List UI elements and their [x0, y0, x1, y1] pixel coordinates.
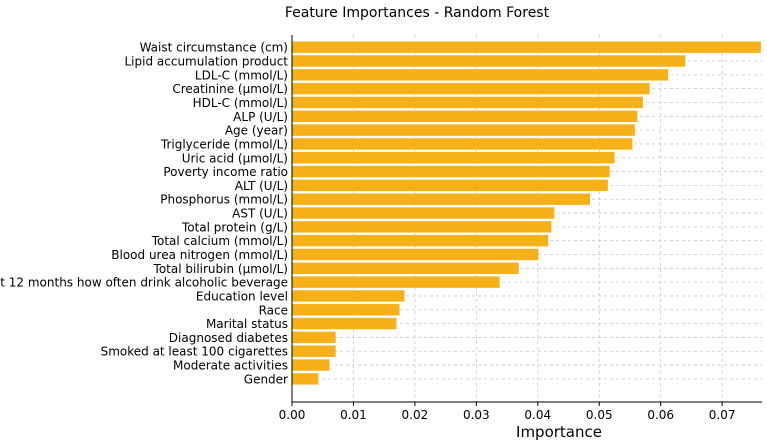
x-tick-label: 0.04 [524, 408, 551, 422]
category-label: Past 12 months how often drink alcoholic… [0, 276, 288, 290]
bar [292, 41, 761, 53]
bar [292, 110, 638, 122]
category-label: Waist circumstance (cm) [140, 41, 288, 55]
category-label: Education level [196, 289, 288, 303]
x-tick-label: 0.00 [279, 408, 306, 422]
bar [292, 234, 549, 247]
category-label: ALT (U/L) [235, 179, 288, 193]
x-axis-label: Importance [516, 423, 602, 441]
category-label: Creatinine (μmol/L) [172, 82, 288, 96]
bar [292, 193, 591, 205]
x-tick-label: 0.07 [709, 408, 736, 422]
category-label: Smoked at least 100 cigarettes [101, 345, 288, 359]
bar [292, 207, 555, 219]
category-label: Gender [244, 372, 288, 386]
category-label: Marital status [206, 317, 288, 331]
category-label: Phosphorus (mmol/L) [160, 193, 288, 207]
bar [292, 69, 669, 81]
bar [292, 248, 539, 261]
category-label: Lipid accumulation product [125, 55, 289, 69]
category-label: Age (year) [225, 124, 288, 138]
bar [292, 165, 610, 178]
bar [292, 290, 405, 302]
category-label: Uric acid (μmol/L) [182, 151, 288, 165]
bar [292, 304, 400, 316]
bar [292, 276, 500, 288]
bar [292, 55, 686, 67]
bar [292, 359, 330, 371]
x-tick-label: 0.03 [463, 408, 490, 422]
bar [292, 179, 608, 192]
category-label: HDL-C (mmol/L) [193, 96, 288, 110]
category-label: Poverty income ratio [163, 165, 288, 179]
bar [292, 124, 635, 136]
bar [292, 345, 336, 357]
bar [292, 82, 650, 95]
category-label: Race [259, 303, 288, 317]
y-axis-labels: Waist circumstance (cm)Lipid accumulatio… [0, 41, 288, 387]
category-label: AST (U/L) [232, 207, 288, 221]
category-label: Blood urea nitrogen (mmol/L) [111, 248, 288, 262]
category-label: LDL-C (mmol/L) [195, 68, 288, 82]
category-label: Total bilirubin (μmol/L) [153, 262, 288, 276]
x-tick-label: 0.05 [586, 408, 613, 422]
chart-title: Feature Importances - Random Forest [285, 5, 550, 21]
category-label: Diagnosed diabetes [169, 331, 288, 345]
category-label: ALP (U/L) [233, 110, 288, 124]
category-label: Total protein (g/L) [181, 220, 288, 234]
x-tick-label: 0.01 [340, 408, 367, 422]
bar [292, 152, 615, 164]
category-label: Triglyceride (mmol/L) [160, 137, 288, 151]
bar [292, 138, 633, 150]
x-tick-label: 0.06 [647, 408, 674, 422]
x-axis-ticks: 0.00 0.01 0.02 0.03 0.04 0.05 0.06 0.07 [279, 402, 736, 422]
bar [292, 317, 397, 330]
bar [292, 373, 319, 385]
bar [292, 331, 336, 344]
bar [292, 262, 519, 275]
bar [292, 221, 552, 233]
category-label: Total calcium (mmol/L) [151, 234, 288, 248]
category-label: Moderate activities [173, 359, 288, 373]
bars [292, 41, 761, 385]
x-tick-label: 0.02 [402, 408, 429, 422]
bar [292, 96, 643, 109]
